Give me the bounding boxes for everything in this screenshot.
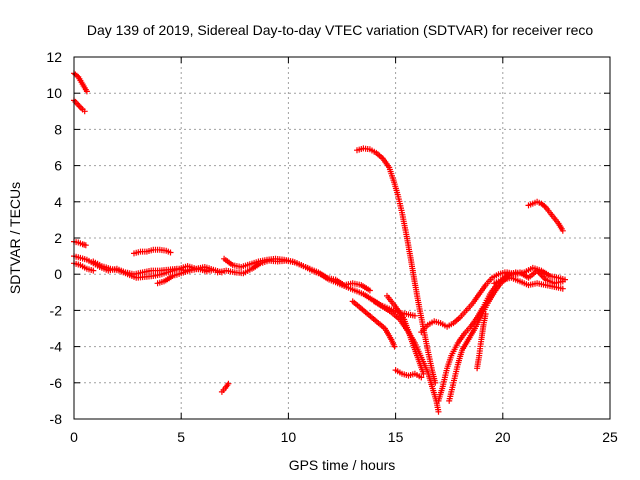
x-tick-label: 10: [281, 429, 297, 445]
series-marks: [384, 292, 427, 377]
series-marks: [474, 311, 489, 372]
series-marks: [446, 274, 511, 404]
y-tick-label: 12: [46, 49, 62, 65]
x-axis-title: GPS time / hours: [289, 457, 396, 473]
y-tick-label: 10: [46, 85, 62, 101]
y-tick-labels: -8 -6 -4 -2 0 2 4 6 8 10 12: [46, 49, 62, 427]
y-tick-label: 8: [54, 121, 62, 137]
series-arc-15-low: [392, 367, 425, 381]
series-arc-recovery-1: [435, 269, 519, 404]
series-arc-recovery-3: [418, 269, 515, 336]
series-marks: [504, 264, 568, 283]
y-axis-title: SDTVAR / TECUs: [7, 182, 23, 294]
series-arc-14.5-b: [384, 292, 427, 377]
x-tick-labels: 0 5 10 15 20 25: [70, 429, 618, 445]
series-arc-13h-steep: [349, 298, 398, 350]
series-marks: [435, 269, 519, 404]
series-arc-late-high: [525, 198, 566, 234]
series-marks: [221, 255, 373, 294]
series-arc-late-flat-3: [504, 264, 568, 283]
y-tick-label: -6: [50, 375, 63, 391]
series-arc-late-flat-2: [491, 274, 566, 292]
series-marks: [154, 265, 210, 287]
x-tick-label: 5: [177, 429, 185, 445]
series-marks: [71, 253, 215, 278]
x-tick-label: 0: [70, 429, 78, 445]
x-tick-label: 20: [495, 429, 511, 445]
series-arc-6.9-neg: [218, 380, 232, 395]
y-tick-label: -4: [50, 339, 63, 355]
chart-title: Day 139 of 2019, Sidereal Day-to-day VTE…: [87, 22, 593, 38]
series-marks: [131, 246, 174, 257]
y-tick-label: 4: [54, 194, 62, 210]
series-marks: [525, 198, 566, 234]
y-tick-label: 6: [54, 158, 62, 174]
series-arc-18.8-drop: [474, 311, 489, 372]
series-marks: [392, 367, 425, 381]
series-arc-high-drop: [354, 145, 439, 386]
series-arc-early-1.0: [71, 253, 215, 278]
series-marks: [491, 274, 566, 292]
y-tick-label: 2: [54, 230, 62, 246]
series-arc-main-flat-2: [221, 255, 373, 294]
series-arc-recovery-2: [446, 274, 511, 404]
y-tick-label: -8: [50, 411, 63, 427]
y-tick-label: -2: [50, 302, 63, 318]
grid-lines: [74, 57, 610, 419]
plot-area: [71, 70, 568, 415]
y-tick-label: 0: [54, 266, 62, 282]
series-arc-3.8-dip: [154, 265, 210, 287]
series-marks: [218, 380, 232, 395]
axis-ticks: [73, 56, 611, 420]
series-arc-bump-3to4.5: [131, 246, 174, 257]
series-marks: [349, 298, 398, 350]
x-tick-label: 25: [602, 429, 618, 445]
series-marks: [418, 269, 515, 336]
x-tick-label: 15: [388, 429, 404, 445]
series-marks: [354, 145, 439, 386]
